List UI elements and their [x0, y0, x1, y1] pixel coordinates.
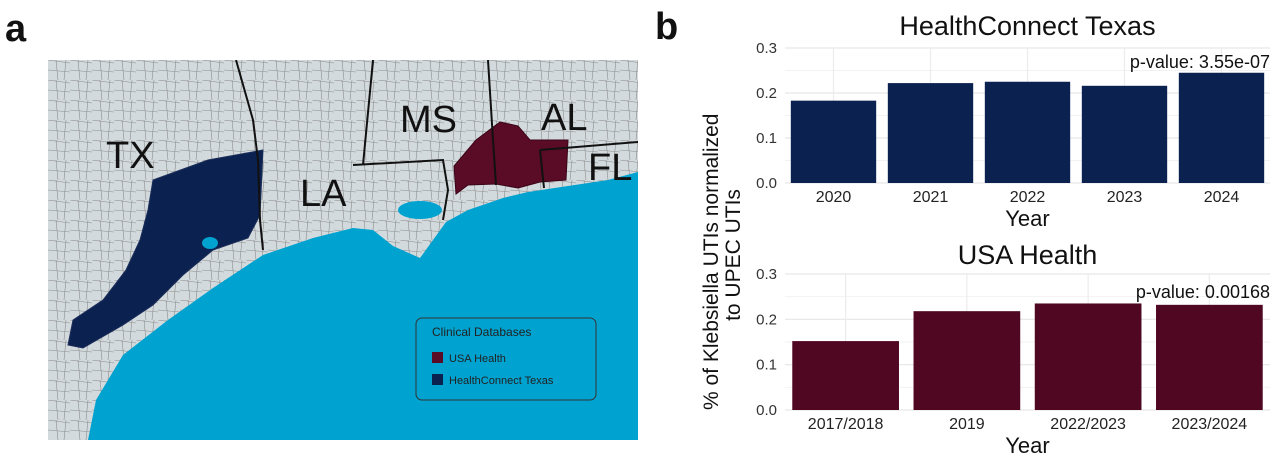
x-tick-label: 2020 [816, 189, 852, 206]
y-tick-label: 0.3 [756, 266, 777, 283]
y-axis-label: % of Klebsiella UTIs normalized to UPEC … [700, 114, 745, 410]
gulf-coast-map: TX LA MS AL FL Clinical Databases USA He… [48, 60, 638, 440]
legend-label-usa-health: USA Health [449, 353, 506, 365]
state-border-ms-al [362, 60, 497, 186]
chart-healthconnect-texas: 0.0 0.1 0.2 0.3 2020 2021 2022 2023 2024 HealthCo… [756, 11, 1270, 231]
y-tick-label: 0.1 [756, 357, 777, 374]
lake-pontchartrain [398, 201, 442, 219]
bar-charts: % of Klebsiella UTIs normalized to UPEC … [700, 11, 1270, 458]
bar-2022-2023 [1034, 303, 1142, 410]
chart-title: USA Health [958, 240, 1098, 270]
panel-a-letter: a [5, 8, 27, 50]
x-axis-title: Year [1005, 433, 1049, 458]
y-axis-label-line1: % of Klebsiella UTIs normalized [700, 114, 723, 410]
state-border-la-ms [352, 158, 450, 221]
x-tick-label: 2021 [913, 189, 949, 206]
x-tick-label: 2022/2023 [1050, 416, 1126, 433]
x-tick-label: 2023 [1107, 189, 1143, 206]
bar-2023-2024 [1156, 304, 1263, 410]
bar-2021 [887, 83, 974, 183]
state-label-tx: TX [106, 135, 155, 177]
healthconnect-texas-region [67, 149, 264, 349]
y-tick-label: 0.2 [756, 85, 777, 102]
y-tick-label: 0.3 [756, 40, 777, 57]
x-tick-label: 2022 [1010, 189, 1046, 206]
state-label-al: AL [541, 97, 587, 139]
map-legend: Clinical Databases USA Health HealthConn… [415, 317, 597, 401]
y-tick-label: 0.0 [756, 402, 777, 419]
bar-2024 [1178, 72, 1265, 183]
legend-title: Clinical Databases [432, 325, 531, 339]
x-tick-label: 2017/2018 [808, 416, 884, 433]
p-value-annotation: p-value: 3.55e-07 [1130, 52, 1270, 72]
state-border-al-fl [539, 141, 638, 189]
chart-usa-health: 0.0 0.1 0.2 0.3 2017/2018 2019 2022/2023 2023/2… [756, 240, 1270, 458]
legend-swatch-usa-health [432, 352, 443, 363]
state-label-la: LA [300, 173, 347, 215]
x-tick-label: 2023/2024 [1172, 416, 1248, 433]
y-tick-label: 0.2 [756, 311, 777, 328]
usa-health-region [453, 121, 569, 195]
galveston-bay [202, 237, 218, 249]
state-label-fl: FL [588, 147, 632, 189]
bar-2022 [984, 81, 1071, 183]
state-label-ms: MS [400, 99, 457, 141]
x-tick-label: 2019 [949, 416, 985, 433]
bar-2017-2018 [792, 341, 899, 410]
state-border-tx-la [235, 60, 264, 251]
inlet [334, 232, 362, 244]
y-tick-label: 0.1 [756, 130, 777, 147]
x-axis-title: Year [1005, 206, 1049, 231]
bar-2023 [1081, 85, 1168, 183]
panel-b-letter: b [655, 6, 679, 48]
bar-2020 [790, 100, 877, 183]
p-value-annotation: p-value: 0.00168 [1136, 282, 1270, 302]
legend-swatch-healthconnect [432, 374, 443, 385]
y-axis-label-line2: to UPEC UTIs [722, 189, 745, 321]
legend-label-healthconnect: HealthConnect Texas [449, 375, 554, 387]
y-tick-label: 0.0 [756, 175, 777, 192]
chart-title: HealthConnect Texas [899, 11, 1155, 41]
bar-2019 [913, 311, 1021, 410]
x-tick-label: 2024 [1204, 189, 1240, 206]
